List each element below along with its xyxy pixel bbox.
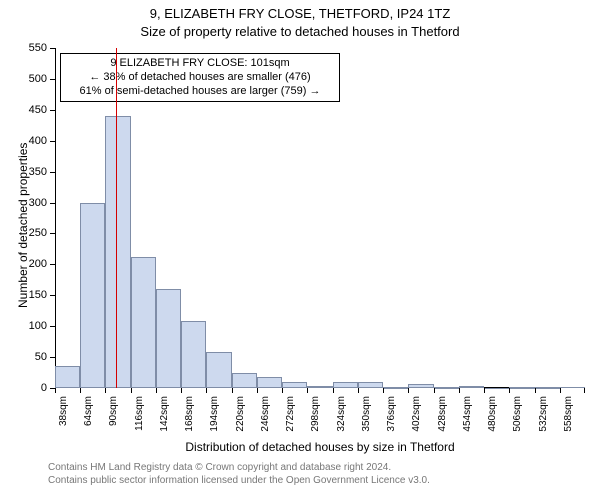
annotation-line-3: 61% of semi-detached houses are larger (… (67, 85, 333, 99)
ytick-label: 300 (23, 197, 47, 209)
xtick-mark (459, 388, 460, 393)
x-axis-label: Distribution of detached houses by size … (55, 440, 585, 454)
histogram-bar (156, 289, 181, 388)
histogram-bar (535, 387, 560, 389)
histogram-bar (55, 366, 80, 388)
ytick-mark (50, 264, 55, 265)
xtick-mark (257, 388, 258, 393)
property-marker-line (116, 48, 117, 388)
ytick-label: 50 (23, 351, 47, 363)
xtick-label: 220sqm (235, 396, 246, 436)
xtick-label: 38sqm (58, 396, 69, 436)
histogram-bar (333, 382, 358, 388)
ytick-label: 550 (23, 42, 47, 54)
xtick-label: 168sqm (184, 396, 195, 436)
xtick-mark (156, 388, 157, 393)
xtick-label: 454sqm (462, 396, 473, 436)
xtick-mark (509, 388, 510, 393)
histogram-bar (383, 387, 408, 389)
page-title: 9, ELIZABETH FRY CLOSE, THETFORD, IP24 1… (0, 6, 600, 21)
annotation-box: 9 ELIZABETH FRY CLOSE: 101sqm ← 38% of d… (60, 53, 340, 102)
xtick-label: 142sqm (159, 396, 170, 436)
histogram-bar (484, 388, 509, 389)
histogram-bar (131, 257, 156, 388)
xtick-mark (131, 388, 132, 393)
xtick-mark (358, 388, 359, 393)
xtick-label: 116sqm (134, 396, 145, 436)
xtick-mark (232, 388, 233, 393)
xtick-mark (434, 388, 435, 393)
annotation-line-1: 9 ELIZABETH FRY CLOSE: 101sqm (67, 57, 333, 71)
ytick-mark (50, 172, 55, 173)
ytick-label: 350 (23, 166, 47, 178)
ytick-label: 400 (23, 135, 47, 147)
xtick-label: 90sqm (108, 396, 119, 436)
xtick-label: 272sqm (285, 396, 296, 436)
histogram-bar (459, 386, 484, 388)
ytick-label: 100 (23, 320, 47, 332)
xtick-label: 298sqm (310, 396, 321, 436)
ytick-label: 150 (23, 289, 47, 301)
ytick-mark (50, 233, 55, 234)
ytick-label: 500 (23, 73, 47, 85)
xtick-mark (484, 388, 485, 393)
xtick-mark (560, 388, 561, 393)
xtick-mark (80, 388, 81, 393)
xtick-label: 64sqm (83, 396, 94, 436)
histogram-bar (408, 384, 433, 388)
xtick-label: 532sqm (538, 396, 549, 436)
annotation-line-2: ← 38% of detached houses are smaller (47… (67, 71, 333, 85)
xtick-label: 480sqm (487, 396, 498, 436)
xtick-mark (383, 388, 384, 393)
ytick-label: 250 (23, 227, 47, 239)
xtick-mark (307, 388, 308, 393)
histogram-bar (509, 387, 534, 389)
ytick-mark (50, 141, 55, 142)
xtick-label: 324sqm (336, 396, 347, 436)
histogram-bar (560, 387, 585, 388)
histogram-bar (105, 116, 130, 388)
footer-line-2: Contains public sector information licen… (48, 475, 590, 488)
ytick-mark (50, 79, 55, 80)
histogram-bar (80, 203, 105, 388)
ytick-mark (50, 48, 55, 49)
histogram-bar (434, 387, 459, 389)
ytick-mark (50, 203, 55, 204)
xtick-mark (333, 388, 334, 393)
ytick-mark (50, 357, 55, 358)
ytick-label: 200 (23, 258, 47, 270)
xtick-label: 506sqm (512, 396, 523, 436)
histogram-bar (257, 377, 282, 388)
xtick-mark (535, 388, 536, 393)
histogram-bar (282, 382, 307, 388)
xtick-mark (181, 388, 182, 393)
page-subtitle: Size of property relative to detached ho… (0, 24, 600, 39)
xtick-label: 246sqm (260, 396, 271, 436)
ytick-mark (50, 110, 55, 111)
xtick-mark (282, 388, 283, 393)
histogram-bar (181, 321, 206, 388)
xtick-label: 194sqm (209, 396, 220, 436)
footer-attribution: Contains HM Land Registry data © Crown c… (48, 462, 590, 487)
xtick-label: 428sqm (437, 396, 448, 436)
histogram-bar (307, 386, 332, 388)
xtick-label: 558sqm (563, 396, 574, 436)
xtick-label: 402sqm (411, 396, 422, 436)
xtick-mark (584, 388, 585, 393)
ytick-label: 450 (23, 104, 47, 116)
ytick-mark (50, 326, 55, 327)
histogram-bar (206, 352, 231, 388)
histogram-bar (232, 373, 257, 388)
xtick-label: 350sqm (361, 396, 372, 436)
xtick-label: 376sqm (386, 396, 397, 436)
histogram-bar (358, 382, 383, 388)
xtick-mark (408, 388, 409, 393)
xtick-mark (105, 388, 106, 393)
xtick-mark (206, 388, 207, 393)
xtick-mark (55, 388, 56, 393)
ytick-label: 0 (23, 382, 47, 394)
ytick-mark (50, 295, 55, 296)
footer-line-1: Contains HM Land Registry data © Crown c… (48, 462, 590, 475)
